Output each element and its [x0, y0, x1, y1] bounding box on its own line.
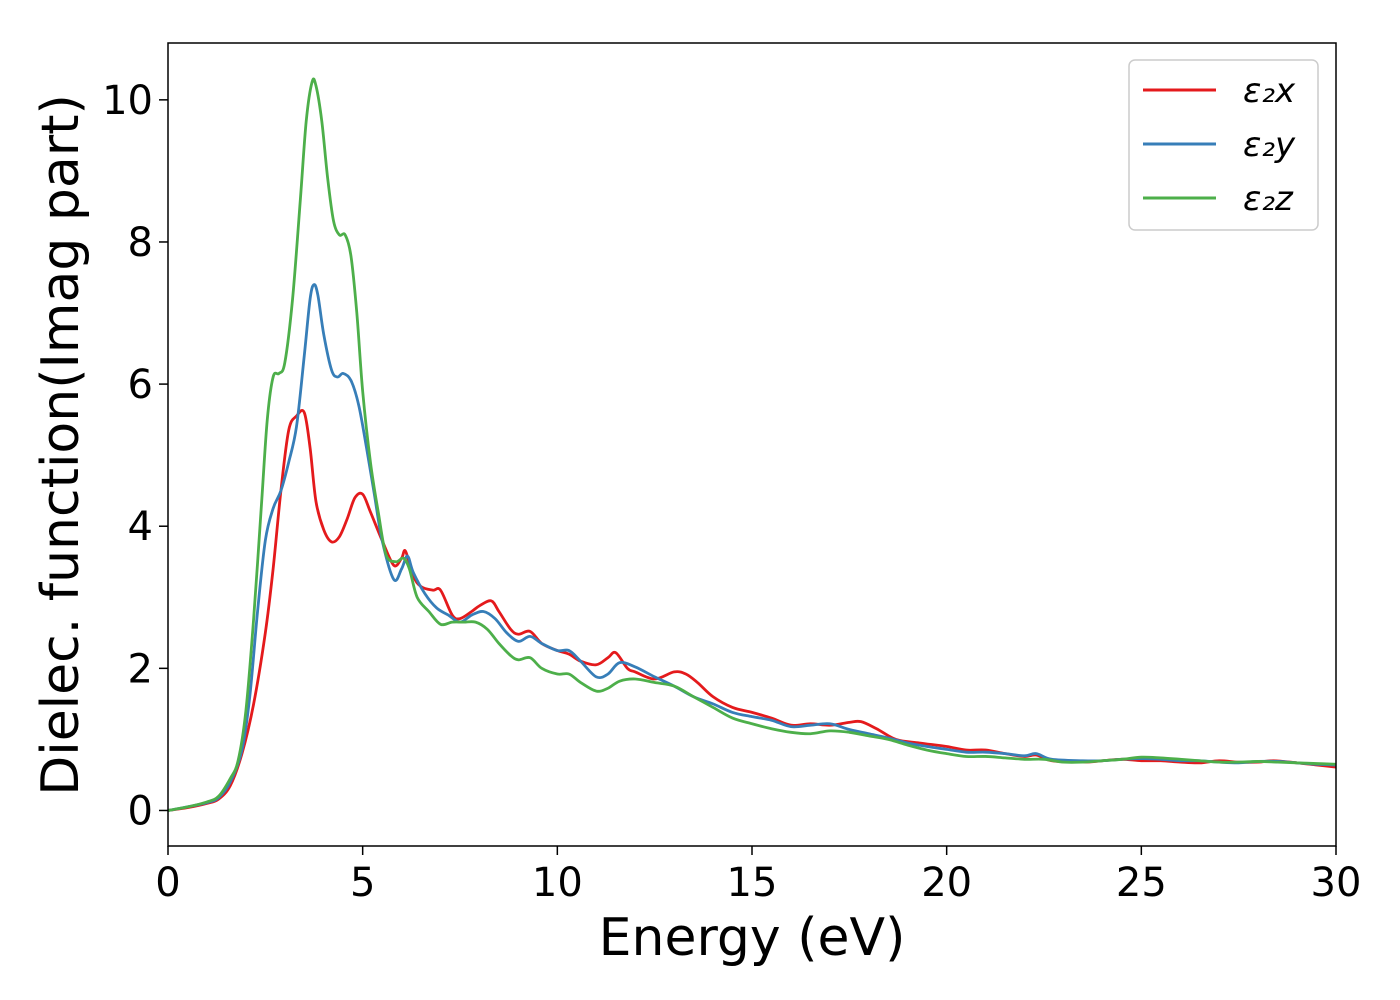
y-tick-label: 6 — [128, 362, 153, 408]
y-axis-ticks: 0 2 4 6 8 10 — [102, 78, 168, 834]
x-tick-label: 30 — [1311, 860, 1362, 906]
y-tick-label: 0 — [128, 788, 153, 834]
x-tick-label: 5 — [350, 860, 375, 906]
x-tick-label: 10 — [532, 860, 583, 906]
y-axis-title: Dielec. function(Imag part) — [31, 94, 91, 796]
series-line-3 — [167, 77, 1337, 812]
y-tick-label: 2 — [128, 646, 153, 692]
y-tick-label: 4 — [128, 504, 153, 550]
y-tick-label: 8 — [128, 220, 153, 266]
x-tick-label: 15 — [727, 860, 778, 906]
legend-box — [1128, 59, 1319, 231]
legend-label-1: ε₂x — [1243, 71, 1296, 111]
legend-label-2: ε₂y — [1243, 125, 1296, 165]
series-line-1 — [167, 409, 1337, 812]
series-line-2 — [167, 283, 1337, 812]
x-axis-title: Energy (eV) — [599, 908, 906, 968]
legend: ε₂x ε₂y ε₂z — [1128, 59, 1319, 231]
x-axis-ticks: 0 5 10 15 20 25 30 — [155, 846, 1361, 906]
legend-label-3: ε₂z — [1243, 179, 1294, 219]
x-tick-label: 25 — [1116, 860, 1167, 906]
series-lines — [167, 77, 1337, 812]
x-tick-label: 0 — [155, 860, 180, 906]
y-tick-label: 10 — [102, 78, 153, 124]
x-tick-label: 20 — [921, 860, 972, 906]
